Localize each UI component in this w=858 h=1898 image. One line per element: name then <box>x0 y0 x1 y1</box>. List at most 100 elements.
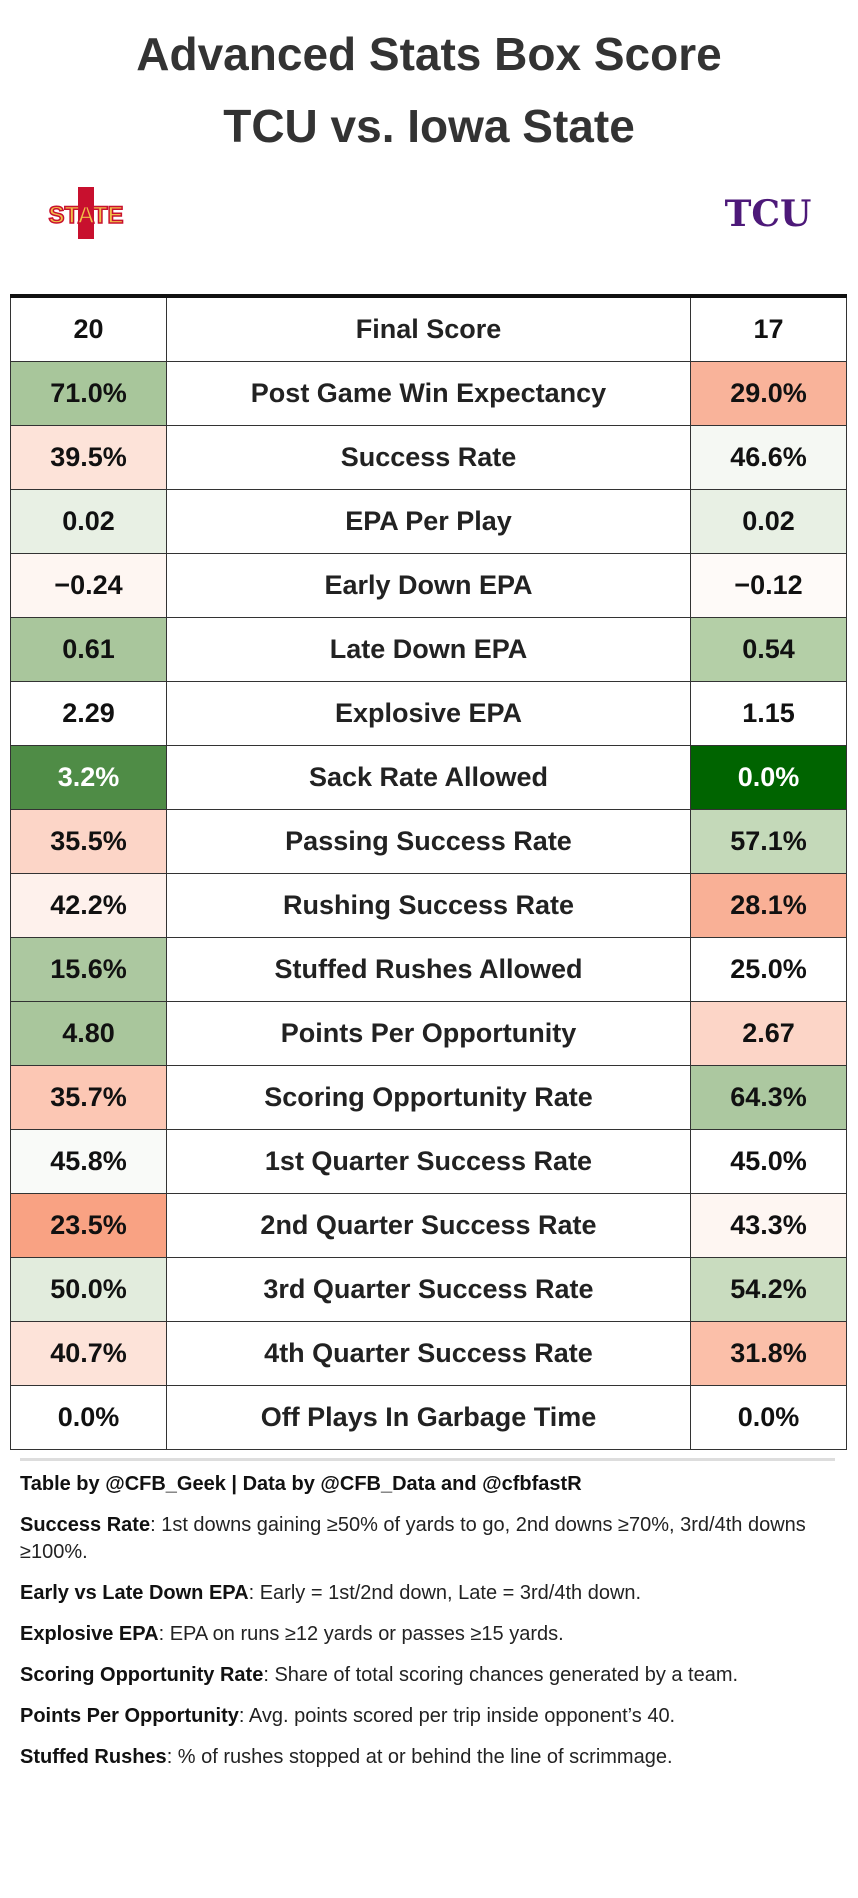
footnote: Stuffed Rushes: % of rushes stopped at o… <box>20 1744 835 1771</box>
footnote-term: Explosive EPA <box>20 1623 159 1645</box>
right-value: 17 <box>690 295 847 362</box>
stat-label: EPA Per Play <box>166 489 691 554</box>
right-value: −0.12 <box>690 553 847 618</box>
stats-table: 20 Final Score 17 71.0% Post Game Win Expect… <box>10 294 847 1450</box>
table-row: 4.80 Points Per Opportunity 2.67 <box>10 1001 847 1066</box>
title: Advanced Stats Box Score <box>136 28 722 80</box>
left-value: 45.8% <box>10 1129 167 1194</box>
footnote: Points Per Opportunity: Avg. points scor… <box>20 1703 835 1730</box>
table-row: 40.7% 4th Quarter Success Rate 31.8% <box>10 1321 847 1386</box>
logo-area: STATE TCU <box>48 187 812 239</box>
left-value: 20 <box>10 295 167 362</box>
stat-label: Early Down EPA <box>166 553 691 618</box>
stat-label: 4th Quarter Success Rate <box>166 1321 691 1386</box>
right-value: 1.15 <box>690 681 847 746</box>
left-value: 50.0% <box>10 1257 167 1322</box>
right-value: 64.3% <box>690 1065 847 1130</box>
logos: STATE TCU <box>0 162 858 270</box>
footnote-term: Early vs Late Down EPA <box>20 1582 249 1604</box>
table-row: 35.5% Passing Success Rate 57.1% <box>10 809 847 874</box>
title: TCU vs. Iowa State <box>223 100 635 152</box>
stat-label: Scoring Opportunity Rate <box>166 1065 691 1130</box>
left-value: 4.80 <box>10 1001 167 1066</box>
right-value: 43.3% <box>690 1193 847 1258</box>
right-value: 54.2% <box>690 1257 847 1322</box>
footnote-text: : EPA on runs ≥12 yards or passes ≥15 ya… <box>158 1623 564 1645</box>
table-row: 39.5% Success Rate 46.6% <box>10 425 847 490</box>
footnote-text: : Early = 1st/2nd down, Late = 3rd/4th d… <box>248 1582 642 1604</box>
right-value: 46.6% <box>690 425 847 490</box>
logo-left: STATE <box>48 202 123 229</box>
right-value: 29.0% <box>690 361 847 426</box>
left-value: 35.7% <box>10 1065 167 1130</box>
stat-label: 3rd Quarter Success Rate <box>166 1257 691 1322</box>
stat-label: Final Score <box>166 295 691 362</box>
right-value: 45.0% <box>690 1129 847 1194</box>
table-row: 0.0% Off Plays In Garbage Time 0.0% <box>10 1385 847 1450</box>
footnote: Early vs Late Down EPA: Early = 1st/2nd … <box>20 1580 835 1607</box>
table-row: 50.0% 3rd Quarter Success Rate 54.2% <box>10 1257 847 1322</box>
left-value: 0.02 <box>10 489 167 554</box>
stat-label: 2nd Quarter Success Rate <box>166 1193 691 1258</box>
left-value: 35.5% <box>10 809 167 874</box>
footnote: Scoring Opportunity Rate: Share of total… <box>20 1662 835 1689</box>
stat-label: Success Rate <box>166 425 691 490</box>
stat-label: Passing Success Rate <box>166 809 691 874</box>
table-row: 2.29 Explosive EPA 1.15 <box>10 681 847 746</box>
stat-label: Post Game Win Expectancy <box>166 361 691 426</box>
table-row: 45.8% 1st Quarter Success Rate 45.0% <box>10 1129 847 1194</box>
left-value: 23.5% <box>10 1193 167 1258</box>
table-row: 23.5% 2nd Quarter Success Rate 43.3% <box>10 1193 847 1258</box>
table-row: 0.61 Late Down EPA 0.54 <box>10 617 847 682</box>
stat-label: Points Per Opportunity <box>166 1001 691 1066</box>
logo-i <box>78 187 94 239</box>
right-value: 31.8% <box>690 1321 847 1386</box>
right-value: 0.0% <box>690 1385 847 1450</box>
table-row: 42.2% Rushing Success Rate 28.1% <box>10 873 847 938</box>
table-row: 20 Final Score 17 <box>10 295 847 362</box>
left-value: 0.0% <box>10 1385 167 1450</box>
left-value: 71.0% <box>10 361 167 426</box>
stat-label: Rushing Success Rate <box>166 873 691 938</box>
credit-text: Table by @CFB_Geek | Data by @CFB_Data a… <box>20 1473 582 1495</box>
stat-label: Explosive EPA <box>166 681 691 746</box>
stat-label: Sack Rate Allowed <box>166 745 691 810</box>
table-row: 71.0% Post Game Win Expectancy 29.0% <box>10 361 847 426</box>
left-value: 39.5% <box>10 425 167 490</box>
footnote-text: : Share of total scoring chances generat… <box>263 1664 739 1686</box>
footnote-term: Stuffed Rushes <box>20 1746 167 1768</box>
footnote: Explosive EPA: EPA on runs ≥12 yards or … <box>20 1621 835 1648</box>
footnote: Success Rate: 1st downs gaining ≥50% of … <box>20 1512 835 1566</box>
left-value: −0.24 <box>10 553 167 618</box>
right-value: 25.0% <box>690 937 847 1002</box>
stat-label: 1st Quarter Success Rate <box>166 1129 691 1194</box>
stat-label: Stuffed Rushes Allowed <box>166 937 691 1002</box>
footnote-text: : % of rushes stopped at or behind the l… <box>166 1746 673 1768</box>
table-row: −0.24 Early Down EPA −0.12 <box>10 553 847 618</box>
footnote-text: : Avg. points scored per trip inside opp… <box>238 1705 676 1727</box>
left-value: 15.6% <box>10 937 167 1002</box>
right-value: 0.0% <box>690 745 847 810</box>
left-value: 3.2% <box>10 745 167 810</box>
credit: Table by @CFB_Geek | Data by @CFB_Data a… <box>20 1471 835 1498</box>
stat-label: Off Plays In Garbage Time <box>166 1385 691 1450</box>
footnote-term: Scoring Opportunity Rate <box>20 1664 264 1686</box>
left-value: 0.61 <box>10 617 167 682</box>
right-value: 2.67 <box>690 1001 847 1066</box>
left-value: 42.2% <box>10 873 167 938</box>
left-value: 2.29 <box>10 681 167 746</box>
left-value: 40.7% <box>10 1321 167 1386</box>
footnote-term: Success Rate <box>20 1514 151 1536</box>
right-value: 0.02 <box>690 489 847 554</box>
right-value: 28.1% <box>690 873 847 938</box>
table-row: 15.6% Stuffed Rushes Allowed 25.0% <box>10 937 847 1002</box>
stat-label: Late Down EPA <box>166 617 691 682</box>
table-row: 0.02 EPA Per Play 0.02 <box>10 489 847 554</box>
right-value: 0.54 <box>690 617 847 682</box>
logo-right: TCU <box>725 193 812 235</box>
footnote-term: Points Per Opportunity <box>20 1705 239 1727</box>
footer: Table by @CFB_Geek | Data by @CFB_Data a… <box>20 1458 835 1785</box>
footnote-text: : 1st downs gaining ≥50% of yards to go,… <box>20 1514 806 1563</box>
table-row: 3.2% Sack Rate Allowed 0.0% <box>10 745 847 810</box>
